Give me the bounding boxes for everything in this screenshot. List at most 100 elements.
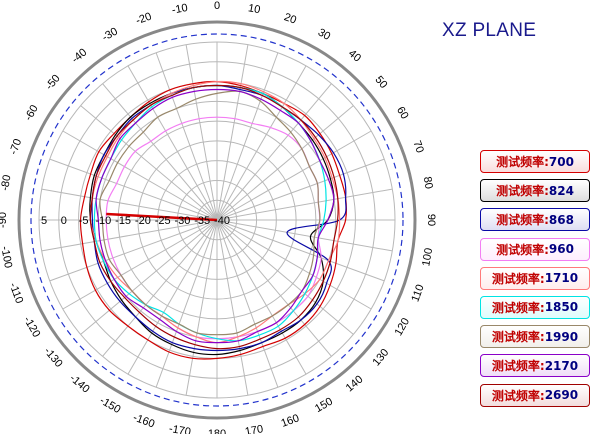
grid-spoke bbox=[80, 105, 218, 221]
grid-spoke bbox=[127, 219, 218, 375]
grid-spoke bbox=[102, 219, 218, 357]
radial-tick-label: -30 bbox=[174, 215, 190, 227]
legend-item-824[interactable]: 测试频率: 824 bbox=[480, 179, 590, 203]
legend-item-1990[interactable]: 测试频率: 1990 bbox=[480, 325, 590, 349]
grid-spoke bbox=[185, 44, 218, 221]
chart-title: XZ PLANE bbox=[442, 20, 537, 41]
grid-spoke bbox=[216, 83, 332, 221]
angle-tick-label: -60 bbox=[22, 103, 40, 123]
outer-ring bbox=[17, 20, 417, 420]
grid-spoke bbox=[102, 83, 218, 221]
radial-tick-label: -15 bbox=[115, 215, 131, 227]
legend-item-1850[interactable]: 测试频率: 1850 bbox=[480, 295, 590, 319]
legend-value: 868 bbox=[548, 212, 574, 227]
legend-item-2690[interactable]: 测试频率: 2690 bbox=[480, 383, 590, 407]
angle-tick-label: -170 bbox=[168, 423, 192, 434]
grid-spoke bbox=[127, 65, 218, 221]
grid-spoke bbox=[216, 219, 372, 310]
angle-tick-label: 50 bbox=[372, 74, 389, 91]
grid-spoke bbox=[155, 219, 218, 388]
grid-spoke bbox=[216, 219, 385, 282]
legend-value: 1990 bbox=[544, 329, 579, 344]
grid-spoke bbox=[216, 219, 279, 388]
angle-tick-label: 160 bbox=[280, 412, 301, 430]
angle-tick-label: 90 bbox=[425, 214, 437, 226]
radial-tick-label: 5 bbox=[41, 215, 47, 227]
label-layer: 0 102030405060708090100110120130140150160… bbox=[0, 0, 437, 434]
angle-tick-label: -140 bbox=[67, 372, 92, 395]
legend-item-868[interactable]: 测试频率: 868 bbox=[480, 208, 590, 232]
grid-spoke bbox=[216, 65, 307, 221]
angle-tick-label: -90 bbox=[0, 212, 9, 228]
legend-value: 824 bbox=[548, 183, 574, 198]
angle-tick-label: 180 bbox=[208, 428, 226, 434]
grid-spoke bbox=[49, 158, 218, 221]
grid-spoke bbox=[185, 219, 218, 396]
legend-value: 700 bbox=[548, 154, 574, 169]
angle-tick-label: -150 bbox=[97, 395, 122, 416]
grid-spoke bbox=[155, 52, 218, 221]
grid-spoke bbox=[49, 219, 218, 282]
legend-label: 测试频率: bbox=[491, 330, 545, 345]
angle-tick-label: 100 bbox=[420, 247, 435, 267]
radial-tick-label: -35 bbox=[194, 215, 210, 227]
grid-spoke bbox=[216, 219, 249, 396]
grid-spoke bbox=[216, 219, 332, 357]
feed-line bbox=[106, 212, 218, 222]
legend-item-1710[interactable]: 测试频率: 1710 bbox=[480, 266, 590, 290]
legend-label: 测试频率: bbox=[491, 359, 545, 374]
angle-tick-label: 70 bbox=[410, 139, 425, 155]
radial-tick-label: -20 bbox=[135, 215, 151, 227]
angle-tick-label: 10 bbox=[247, 2, 261, 16]
grid-spoke bbox=[62, 130, 218, 221]
series-line-1990 bbox=[99, 90, 321, 336]
grid-spoke bbox=[216, 130, 372, 221]
angle-tick-label: -160 bbox=[131, 412, 156, 431]
angle-tick-label: 20 bbox=[282, 11, 298, 26]
series-layer bbox=[79, 80, 348, 360]
angle-tick-label: 80 bbox=[421, 176, 435, 190]
angle-tick-label: 60 bbox=[394, 105, 411, 122]
grid-spoke bbox=[216, 188, 393, 221]
legend-label: 测试频率: bbox=[491, 388, 545, 403]
radial-tick-label: 0 bbox=[61, 215, 67, 227]
series-line-2690 bbox=[89, 84, 339, 350]
legend-label: 测试频率: bbox=[491, 271, 545, 286]
legend-label: 测试频率: bbox=[491, 300, 545, 315]
legend-item-2170[interactable]: 测试频率: 2170 bbox=[480, 354, 590, 378]
grid-spoke bbox=[62, 219, 218, 310]
grid-spoke bbox=[216, 219, 354, 335]
radial-tick-label: -10 bbox=[95, 215, 111, 227]
angle-tick-label: -20 bbox=[134, 11, 153, 28]
angle-tick-label: 130 bbox=[370, 347, 391, 369]
angle-tick-label: 140 bbox=[344, 373, 366, 394]
grid-spoke bbox=[216, 219, 307, 375]
angle-tick-label: 30 bbox=[316, 26, 333, 43]
angle-tick-label: 170 bbox=[244, 423, 264, 434]
grid-spoke bbox=[41, 188, 218, 221]
angle-tick-label: -100 bbox=[0, 245, 14, 269]
legend-value: 1710 bbox=[544, 271, 579, 286]
grid-spoke bbox=[216, 158, 385, 221]
grid-spoke bbox=[216, 219, 393, 252]
legend: 测试频率: 700 测试频率: 824 测试频率: 868 测试频率: 960 测试频率: 171… bbox=[480, 150, 590, 413]
angle-tick-label: -110 bbox=[7, 281, 26, 305]
radial-tick-label: -25 bbox=[155, 215, 171, 227]
angle-tick-label: -130 bbox=[41, 345, 64, 370]
series-line-868 bbox=[91, 84, 347, 352]
legend-label: 测试频率: bbox=[496, 213, 549, 228]
angle-tick-label: -50 bbox=[43, 72, 62, 92]
legend-label: 测试频率: bbox=[496, 155, 549, 169]
legend-item-700[interactable]: 测试频率: 700 bbox=[480, 150, 590, 173]
angle-tick-label: 110 bbox=[409, 283, 426, 304]
angle-tick-label: 150 bbox=[313, 396, 335, 416]
angle-tick-label: -120 bbox=[21, 314, 42, 339]
legend-label: 测试频率: bbox=[496, 242, 549, 257]
series-line-2170 bbox=[95, 88, 335, 344]
legend-value: 960 bbox=[548, 242, 574, 257]
legend-item-960[interactable]: 测试频率: 960 bbox=[480, 237, 590, 261]
angle-tick-label: 0 bbox=[214, 0, 220, 12]
grid-spoke bbox=[216, 52, 279, 221]
reference-ring bbox=[30, 33, 404, 407]
